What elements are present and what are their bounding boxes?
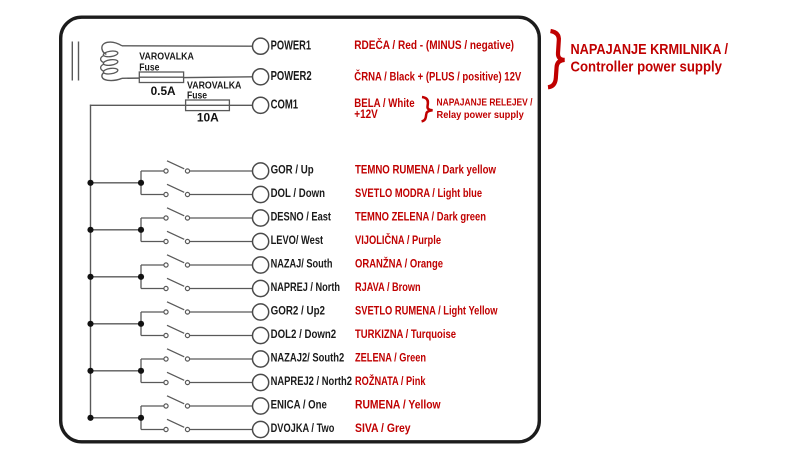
svg-text:Controller power supply: Controller power supply xyxy=(571,60,723,76)
svg-text:VAROVALKA: VAROVALKA xyxy=(139,52,194,63)
svg-text:NAZAJ2/ South2: NAZAJ2/ South2 xyxy=(271,351,345,365)
svg-text:VIJOLIČNA / Purple: VIJOLIČNA / Purple xyxy=(355,232,441,247)
svg-text:NAPREJ / North: NAPREJ / North xyxy=(271,280,340,294)
svg-text:Relay power supply: Relay power supply xyxy=(437,109,524,121)
svg-text:ZELENA / Green: ZELENA / Green xyxy=(355,351,426,365)
svg-text:ORANŽNA / Orange: ORANŽNA / Orange xyxy=(355,256,443,271)
svg-text:NAZAJ/ South: NAZAJ/ South xyxy=(271,257,333,271)
svg-text:VAROVALKA: VAROVALKA xyxy=(187,80,241,91)
svg-text:SVETLO MODRA / Light blue: SVETLO MODRA / Light blue xyxy=(355,186,482,200)
svg-text:RDEČA / Red - (MINUS / nega: RDEČA / Red - (MINUS / negative) xyxy=(354,37,514,52)
svg-text:+12V: +12V xyxy=(354,107,378,121)
svg-text:ROŽNATA / Pink: ROŽNATA / Pink xyxy=(355,373,426,388)
svg-text:GOR2 / Up2: GOR2 / Up2 xyxy=(271,304,326,318)
svg-text:LEVO/ West: LEVO/ West xyxy=(271,233,324,247)
svg-text:POWER2: POWER2 xyxy=(271,69,312,83)
svg-text:ČRNA / Black + (PLUS / positi: ČRNA / Black + (PLUS / positive) 12V xyxy=(354,68,521,83)
svg-text:10A: 10A xyxy=(197,110,219,124)
svg-text:0.5A: 0.5A xyxy=(151,84,176,98)
svg-text:POWER1: POWER1 xyxy=(271,39,312,53)
svg-text:DESNO / East: DESNO / East xyxy=(271,210,331,224)
svg-text:NAPAJANJE RELEJEV /: NAPAJANJE RELEJEV / xyxy=(437,97,533,109)
svg-text:DOL2 / Down2: DOL2 / Down2 xyxy=(271,327,337,341)
svg-text:GOR / Up: GOR / Up xyxy=(271,163,314,177)
svg-text:Fuse: Fuse xyxy=(187,91,207,102)
svg-text:DVOJKA / Two: DVOJKA / Two xyxy=(271,421,335,435)
svg-text:DOL / Down: DOL / Down xyxy=(271,186,325,200)
svg-text:SVETLO RUMENA / Light Yellow: SVETLO RUMENA / Light Yellow xyxy=(355,304,498,318)
svg-text:Fuse: Fuse xyxy=(139,62,159,73)
svg-text:NAPREJ2 / North2: NAPREJ2 / North2 xyxy=(271,374,353,388)
svg-text:COM1: COM1 xyxy=(271,98,299,112)
svg-text:TEMNO ZELENA / Dark green: TEMNO ZELENA / Dark green xyxy=(355,210,486,224)
svg-text:TEMNO RUMENA / Dark yellow: TEMNO RUMENA / Dark yellow xyxy=(355,163,497,177)
svg-text:NAPAJANJE KRMILNIKA /: NAPAJANJE KRMILNIKA / xyxy=(571,42,729,58)
svg-text:BELA / White: BELA / White xyxy=(354,96,415,110)
svg-text:ENICA / One: ENICA / One xyxy=(271,398,328,412)
svg-text:SIVA / Grey: SIVA / Grey xyxy=(355,421,411,435)
svg-text:TURKIZNA / Turquoise: TURKIZNA / Turquoise xyxy=(355,327,456,341)
svg-text:RUMENA / Yellow: RUMENA / Yellow xyxy=(355,398,441,412)
svg-text:RJAVA / Brown: RJAVA / Brown xyxy=(355,280,421,294)
